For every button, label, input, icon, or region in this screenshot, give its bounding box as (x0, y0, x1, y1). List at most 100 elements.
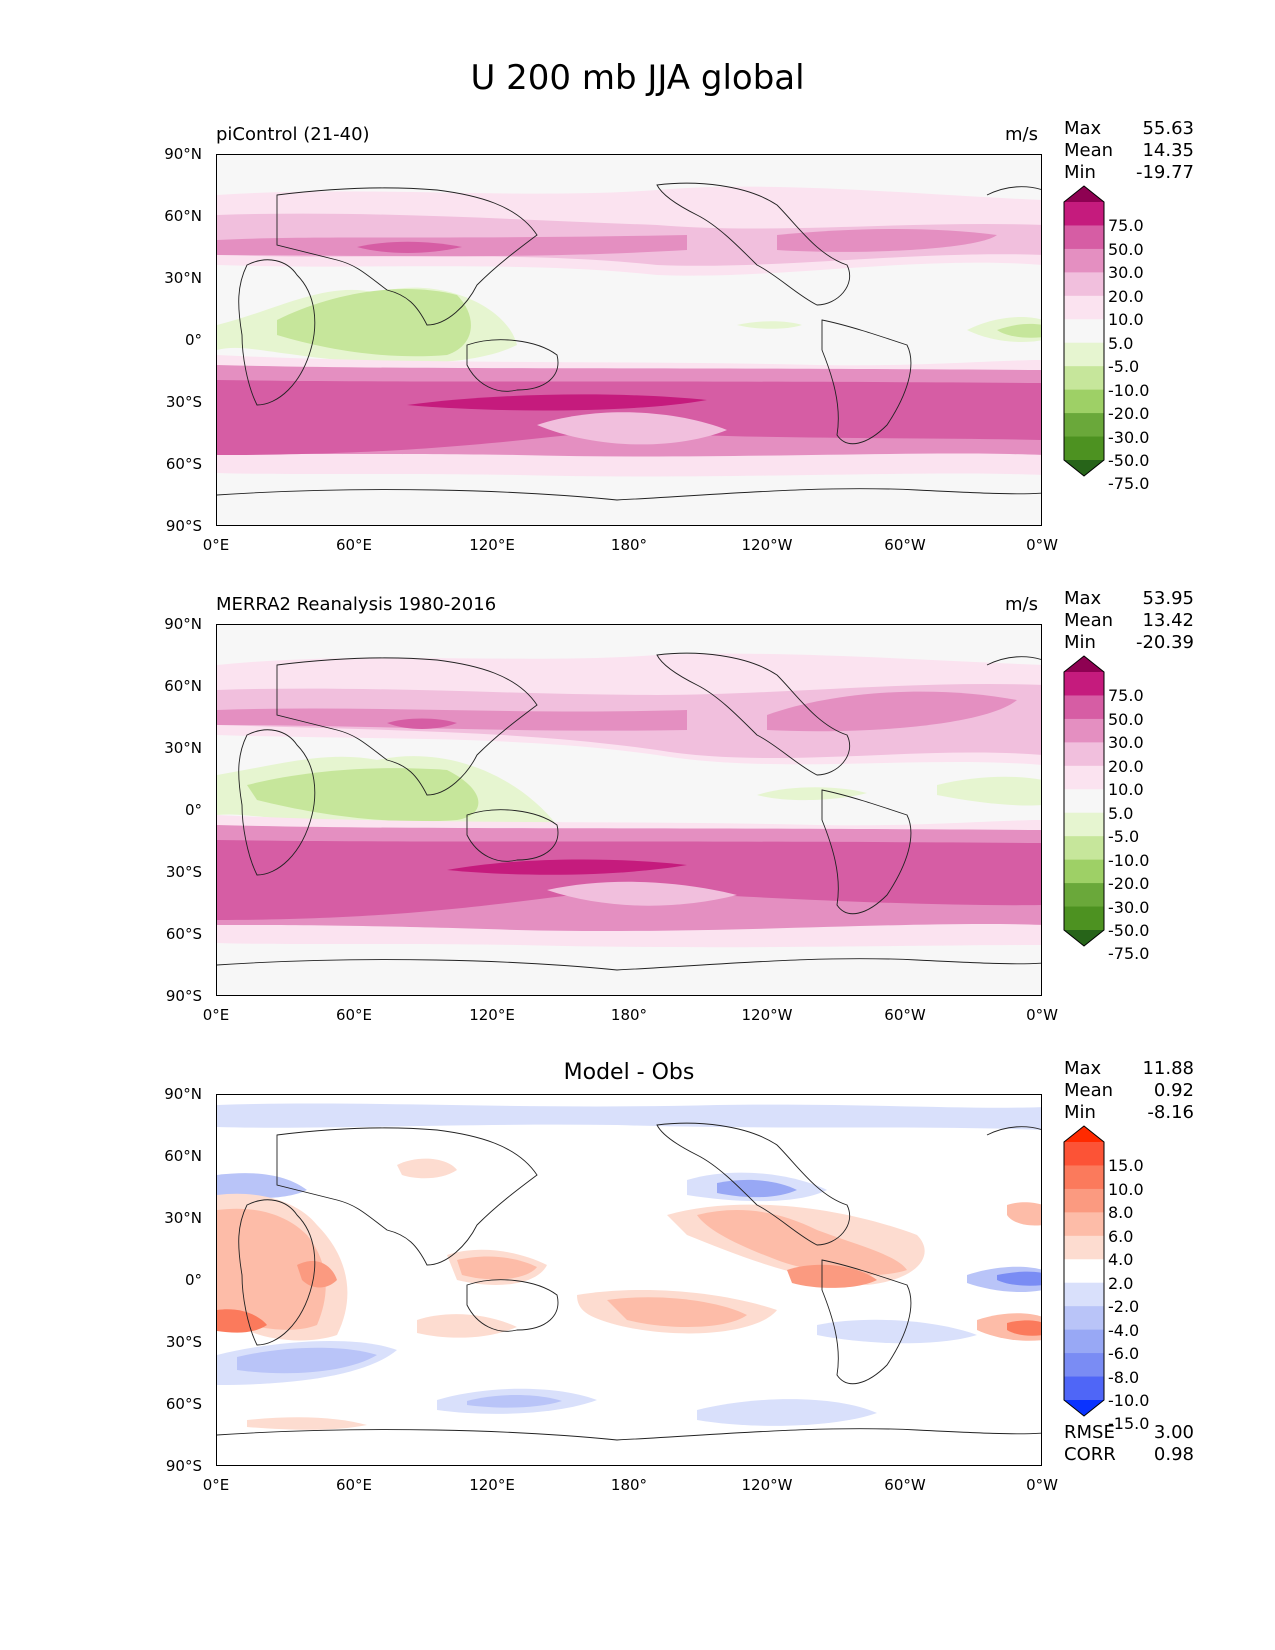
colorbar-swatch (1064, 295, 1104, 320)
colorbar-tick-label: -10.0 (1108, 380, 1150, 400)
lat-tick-label: 30°S (165, 393, 202, 411)
lat-tick-label: 30°N (164, 1209, 202, 1227)
colorbar-swatch (1064, 930, 1104, 946)
units-label: m/s (1005, 594, 1038, 615)
lon-tick-label: 180° (610, 1476, 648, 1494)
colorbar-tick-label: -30.0 (1108, 427, 1150, 447)
stat-name: Mean (1064, 1080, 1114, 1101)
colorbar-tick-label: -15.0 (1108, 1414, 1150, 1434)
lon-tick-label: 120°E (469, 1006, 515, 1024)
stat-value: 0.92 (1153, 1080, 1194, 1101)
stat-value: 0.98 (1153, 1444, 1194, 1465)
lat-tick-label: 60°N (164, 677, 202, 695)
colorbar-swatch (1064, 765, 1104, 790)
colorbar-swatch (1064, 366, 1104, 391)
colorbar-swatch (1064, 836, 1104, 861)
lon-tick-label: 120°E (469, 1476, 515, 1494)
units-label: m/s (1005, 124, 1038, 145)
map-plot (216, 624, 1042, 996)
colorbar-swatch (1064, 742, 1104, 767)
lon-tick-label: 60°E (335, 536, 373, 554)
lon-tick-label: 180° (610, 536, 648, 554)
colorbar-tick-label: -6.0 (1108, 1344, 1140, 1364)
stat-name: Min (1064, 1102, 1096, 1123)
stat-name: RMSE (1064, 1422, 1115, 1443)
lon-tick-label: 60°W (884, 536, 926, 554)
colorbar-swatch (1064, 859, 1104, 884)
colorbar-swatch (1064, 1126, 1104, 1142)
stat-value: -19.77 (1135, 162, 1194, 183)
stat-name: Max (1064, 118, 1102, 139)
stats-box: Max 53.95 Mean 13.42 Min -20.39 (1064, 588, 1194, 654)
colorbar-tick-label: 15.0 (1108, 1156, 1144, 1176)
colorbar-outline (1063, 1125, 1105, 1417)
colorbar-swatch (1064, 202, 1104, 226)
lat-tick-label: 60°N (164, 207, 202, 225)
colorbar-swatch (1064, 436, 1104, 461)
stat-value: 13.42 (1142, 610, 1194, 631)
colorbar-tick-label: -4.0 (1108, 1320, 1140, 1340)
lon-tick-label: 120°E (469, 536, 515, 554)
lat-tick-label: 30°S (165, 863, 202, 881)
colorbar-swatch (1064, 389, 1104, 414)
colorbar-swatch (1064, 1259, 1104, 1284)
lon-tick-label: 60°W (884, 1006, 926, 1024)
colorbar-swatch (1064, 695, 1104, 720)
colorbar-swatch (1064, 272, 1104, 297)
colorbar-tick-label: 2.0 (1108, 1273, 1134, 1293)
lon-tick-label: 120°W (741, 1006, 793, 1024)
lon-tick-label: 0°W (1026, 536, 1058, 554)
colorbar-tick-label: 10.0 (1108, 1179, 1144, 1199)
colorbar-swatch (1064, 789, 1104, 814)
lat-tick-label: 90°N (164, 145, 202, 163)
colorbar-tick-label: 4.0 (1108, 1250, 1134, 1270)
colorbar-tick-label: -50.0 (1108, 921, 1150, 940)
colorbar-tick-label: 75.0 (1108, 216, 1144, 236)
colorbar-tick-label: -30.0 (1108, 897, 1150, 917)
stat-name: CORR (1064, 1444, 1116, 1465)
colorbar-swatch (1064, 718, 1104, 743)
panel-merra2: MERRA2 Reanalysis 1980-2016 m/s (0, 588, 1275, 1060)
colorbar-tick-label: 30.0 (1108, 263, 1144, 283)
colorbar-swatch (1064, 1142, 1104, 1166)
stat-value: 3.00 (1153, 1422, 1194, 1443)
lon-tick-label: 60°E (335, 1006, 373, 1024)
lon-tick-label: 60°E (335, 1476, 373, 1494)
colorbar-tick-label: -75.0 (1108, 944, 1150, 964)
lat-tick-label: 0° (184, 331, 202, 349)
colorbar-swatch (1064, 1400, 1104, 1416)
map-plot (216, 154, 1042, 526)
colorbar-tick-label: 50.0 (1108, 239, 1144, 259)
colorbar-swatch (1064, 225, 1104, 250)
lon-tick-label: 120°W (741, 1476, 793, 1494)
stat-name: Mean (1064, 140, 1114, 161)
stat-value: 14.35 (1142, 140, 1194, 161)
lat-tick-label: 90°S (165, 517, 202, 535)
figure-title: U 200 mb JJA global (470, 58, 805, 98)
colorbar-swatch (1064, 460, 1104, 476)
stats-box: Max 55.63 Mean 14.35 Min -19.77 (1064, 118, 1194, 184)
lat-tick-label: 60°S (165, 455, 202, 473)
colorbar-tick-label: 20.0 (1108, 286, 1144, 306)
colorbar-swatch (1064, 413, 1104, 438)
lat-tick-label: 30°N (164, 269, 202, 287)
colorbar-swatch (1064, 1165, 1104, 1190)
colorbar-tick-label: 30.0 (1108, 733, 1144, 753)
stat-name: Max (1064, 588, 1102, 609)
colorbar-tick-label: -50.0 (1108, 451, 1150, 470)
colorbar-tick-label: -5.0 (1108, 827, 1140, 847)
map-plot (216, 1094, 1042, 1466)
colorbar-swatch (1064, 248, 1104, 273)
colorbar-tick-label: 10.0 (1108, 780, 1144, 800)
panel-label: MERRA2 Reanalysis 1980-2016 (216, 594, 497, 615)
colorbar-swatch (1064, 1235, 1104, 1260)
colorbar-swatch (1064, 883, 1104, 908)
panel-label: piControl (21-40) (216, 124, 370, 145)
colorbar-tick-label: 10.0 (1108, 310, 1144, 330)
stat-value: 55.63 (1142, 118, 1194, 139)
lon-tick-label: 180° (610, 1006, 648, 1024)
colorbar-tick-label: 5.0 (1108, 803, 1134, 823)
lat-tick-label: 90°S (165, 987, 202, 1005)
colorbar-tick-label: -75.0 (1108, 474, 1150, 494)
colorbar-tick-label: 20.0 (1108, 756, 1144, 776)
